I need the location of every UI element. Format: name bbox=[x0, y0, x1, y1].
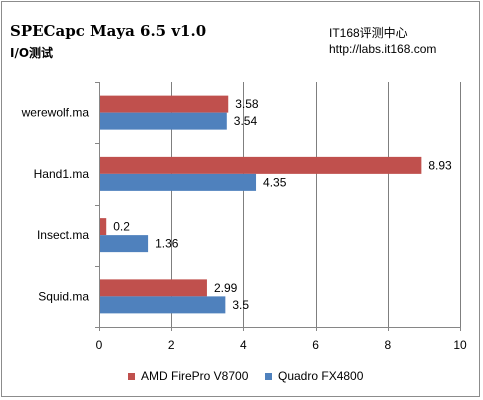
category-label: Hand1.ma bbox=[34, 167, 90, 181]
value-label: 3.58 bbox=[235, 97, 259, 111]
legend-label-quadro: Quadro FX4800 bbox=[278, 369, 364, 383]
x-tick-label: 0 bbox=[96, 338, 103, 352]
bar-quadro bbox=[100, 173, 257, 191]
site-name: IT168评测中心 bbox=[329, 26, 408, 40]
legend-item-quadro: Quadro FX4800 bbox=[265, 369, 363, 383]
value-label: 2.99 bbox=[214, 281, 238, 295]
value-label: 3.54 bbox=[234, 114, 258, 128]
bar-amd bbox=[100, 218, 107, 236]
bar-amd bbox=[100, 156, 422, 174]
legend-swatch-amd bbox=[128, 372, 135, 380]
site-url: http://labs.it168.com bbox=[329, 42, 437, 56]
legend-swatch-quadro bbox=[265, 372, 272, 380]
bar-quadro bbox=[100, 235, 149, 253]
value-label: 1.36 bbox=[155, 237, 179, 251]
bars bbox=[100, 95, 422, 314]
legend-label-amd: AMD FirePro V8700 bbox=[141, 369, 249, 383]
value-label: 8.93 bbox=[428, 158, 452, 172]
legend-item-amd: AMD FirePro V8700 bbox=[128, 369, 248, 383]
value-label: 4.35 bbox=[263, 175, 287, 189]
x-tick-label: 2 bbox=[168, 338, 175, 352]
category-label: Squid.ma bbox=[38, 289, 89, 303]
value-label: 0.2 bbox=[113, 220, 130, 234]
x-tick-label: 4 bbox=[240, 338, 247, 352]
legend: AMD FirePro V8700 Quadro FX4800 bbox=[0, 369, 483, 387]
labels: 0 2 4 6 8 10 werewolf.ma 3.58 3.54 Hand1.ma 8.93 4.… bbox=[21, 97, 467, 352]
x-tick-label: 8 bbox=[384, 338, 391, 352]
bar-amd bbox=[100, 279, 207, 297]
axes bbox=[95, 82, 461, 331]
bar-quadro bbox=[100, 296, 226, 314]
value-label: 3.5 bbox=[232, 298, 249, 312]
bar-quadro bbox=[100, 112, 227, 130]
x-tick-label: 6 bbox=[312, 338, 319, 352]
chart-title: SPECapc Maya 6.5 v1.0 bbox=[10, 22, 207, 40]
bar-amd bbox=[100, 95, 229, 113]
x-tick-label: 10 bbox=[453, 338, 467, 352]
chart-subtitle: I/O测试 bbox=[10, 46, 54, 60]
category-label: Insect.ma bbox=[37, 228, 89, 242]
category-label: werewolf.ma bbox=[21, 106, 90, 120]
